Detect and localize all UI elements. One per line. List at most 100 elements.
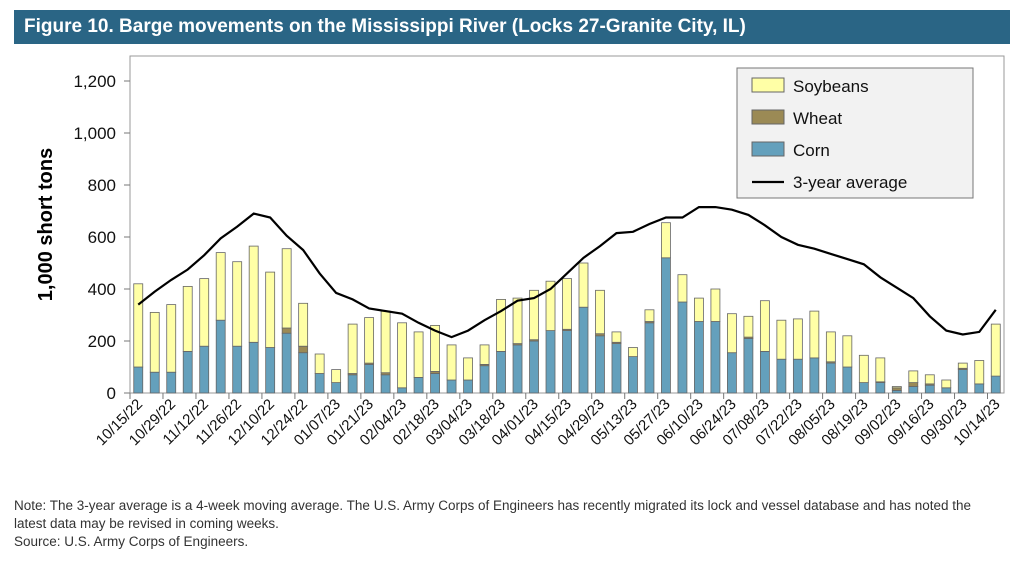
bar-soybeans [974, 360, 985, 385]
bar-soybeans [512, 297, 523, 345]
bar-corn [430, 373, 440, 394]
bar-corn [677, 301, 688, 394]
bar-corn [232, 345, 243, 394]
bar-soybeans [182, 285, 193, 352]
bar-soybeans [875, 357, 886, 383]
bar-soybeans [727, 313, 737, 354]
line-3-year-average [137, 206, 997, 339]
bar-soybeans [314, 353, 325, 374]
bar-soybeans [759, 300, 770, 352]
bar-soybeans [281, 248, 292, 329]
legend-label: Wheat [793, 109, 842, 128]
bar-corn [628, 356, 638, 394]
y-tick-label: 400 [88, 280, 116, 299]
bar-soybeans [380, 310, 391, 374]
bar-soybeans [595, 289, 605, 335]
y-tick-label: 0 [107, 384, 116, 403]
bar-corn [149, 371, 160, 394]
bar-corn [529, 340, 539, 394]
bar-soybeans [908, 370, 919, 383]
bar-wheat [298, 345, 309, 354]
bar-soybeans [166, 304, 177, 373]
bar-soybeans [809, 310, 820, 359]
bar-corn [743, 337, 754, 394]
bar-corn [364, 363, 375, 394]
bar-corn [182, 350, 193, 394]
bar-soybeans [496, 298, 506, 352]
bar-soybeans [677, 274, 688, 303]
bar-soybeans [298, 302, 309, 347]
bar-soybeans [331, 369, 342, 384]
bar-soybeans [941, 379, 952, 389]
bar-corn [331, 382, 342, 394]
bar-soybeans [891, 386, 902, 389]
bar-soybeans [842, 335, 853, 368]
bar-corn [974, 383, 985, 394]
bar-soybeans [215, 252, 226, 321]
bar-corn [990, 375, 1001, 394]
bar-soybeans [133, 283, 144, 368]
bar-corn [215, 319, 226, 394]
bar-corn [908, 386, 919, 394]
bar-corn [199, 345, 210, 394]
bar-corn [924, 384, 935, 394]
bar-soybeans [957, 362, 968, 369]
bar-corn [397, 387, 407, 394]
bar-corn [496, 350, 506, 394]
bar-corn [759, 350, 770, 394]
bar-corn [166, 371, 177, 394]
bar-corn [792, 358, 803, 394]
bar-soybeans [248, 245, 259, 343]
bar-soybeans [364, 317, 375, 364]
bar-soybeans [446, 344, 457, 381]
bar-soybeans [149, 311, 160, 373]
bar-soybeans [644, 309, 655, 322]
source-text: Source: U.S. Army Corps of Engineers. [14, 534, 249, 549]
bar-soybeans [545, 280, 556, 332]
bar-corn [825, 362, 836, 394]
bar-soybeans [792, 318, 803, 360]
legend-swatch [751, 141, 785, 157]
bar-wheat [281, 327, 292, 334]
y-axis-label: 1,000 short tons [35, 148, 57, 301]
bar-corn [595, 335, 605, 394]
bar-corn [842, 366, 853, 394]
bar-corn [281, 332, 292, 394]
legend-swatch [751, 109, 785, 125]
bar-corn [941, 387, 952, 394]
note-text: Note: The 3-year average is a 4-week mov… [14, 498, 972, 531]
bar-soybeans [990, 323, 1001, 377]
bar-corn [644, 322, 655, 394]
bar-corn [809, 357, 820, 394]
bar-soybeans [924, 374, 935, 385]
bar-soybeans [825, 331, 836, 363]
bar-soybeans [611, 331, 622, 343]
bar-corn [248, 341, 259, 394]
legend-swatch [751, 77, 785, 93]
y-tick-label: 1,000 [73, 124, 116, 143]
bar-soybeans [743, 315, 754, 338]
notes: Note: The 3-year average is a 4-week mov… [14, 497, 1004, 551]
bar-wheat [908, 382, 919, 387]
bar-corn [265, 347, 276, 394]
bar-soybeans [397, 322, 407, 389]
bar-soybeans [430, 324, 440, 372]
legend-label: Soybeans [793, 77, 869, 96]
bar-soybeans [661, 222, 671, 259]
y-tick-label: 1,200 [73, 72, 116, 91]
bar-corn [413, 376, 424, 394]
bar-corn [545, 330, 556, 394]
bar-corn [776, 358, 787, 394]
bar-corn [694, 321, 704, 394]
bar-corn [133, 366, 144, 394]
bar-corn [463, 379, 473, 394]
bar-corn [710, 321, 721, 394]
bar-soybeans [232, 261, 243, 347]
bar-corn [347, 374, 358, 394]
bar-corn [314, 373, 325, 394]
bar-corn [611, 343, 622, 394]
bar-soybeans [463, 357, 473, 381]
bar-corn [512, 344, 523, 394]
bar-soybeans [694, 297, 704, 322]
